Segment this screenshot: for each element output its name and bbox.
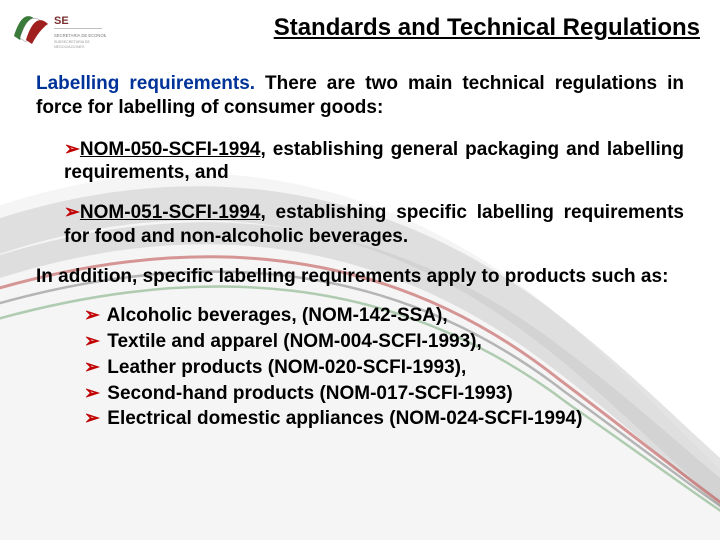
slide-title: Standards and Technical Regulations: [180, 14, 700, 42]
arrow-icon: ➢: [84, 407, 102, 431]
svg-text:SECRETARIA DE ECONOMIA: SECRETARIA DE ECONOMIA: [54, 33, 106, 38]
arrow-icon: ➢: [64, 202, 80, 223]
logo: SE SECRETARIA DE ECONOMIA SUBSECRETARIA …: [10, 6, 106, 52]
list-item: ➢ Leather products (NOM-020-SCFI-1993),: [84, 356, 684, 380]
arrow-icon: ➢: [84, 356, 102, 380]
bullet-code: NOM-050-SCFI-1994: [80, 139, 261, 160]
list-item-text: Leather products (NOM-020-SCFI-1993),: [107, 357, 466, 378]
product-list: ➢ Alcoholic beverages, (NOM-142-SSA), ➢ …: [84, 304, 684, 431]
svg-text:SUBSECRETARIA DE: SUBSECRETARIA DE: [54, 40, 90, 44]
list-item: ➢ Alcoholic beverages, (NOM-142-SSA),: [84, 304, 684, 328]
arrow-icon: ➢: [84, 382, 102, 406]
list-item-text: Alcoholic beverages, (NOM-142-SSA),: [107, 305, 448, 326]
svg-text:NEGOCIACIONES: NEGOCIACIONES: [54, 45, 85, 49]
bullet-code: NOM-051-SCFI-1994: [80, 202, 261, 223]
list-item-text: Electrical domestic appliances (NOM-024-…: [107, 408, 582, 429]
arrow-icon: ➢: [84, 330, 102, 354]
svg-text:SE: SE: [54, 15, 69, 27]
list-item: ➢ Textile and apparel (NOM-004-SCFI-1993…: [84, 330, 684, 354]
content-area: Labelling requirements. There are two ma…: [36, 72, 684, 433]
arrow-icon: ➢: [84, 304, 102, 328]
list-item: ➢ Electrical domestic appliances (NOM-02…: [84, 407, 684, 431]
bullet-nom-051: ➢NOM-051-SCFI-1994, establishing specifi…: [64, 201, 684, 249]
bullet-nom-050: ➢NOM-050-SCFI-1994, establishing general…: [64, 138, 684, 186]
addition-paragraph: In addition, specific labelling requirem…: [36, 265, 684, 289]
intro-paragraph: Labelling requirements. There are two ma…: [36, 72, 684, 120]
arrow-icon: ➢: [64, 139, 80, 160]
list-item-text: Textile and apparel (NOM-004-SCFI-1993),: [107, 331, 481, 352]
intro-label: Labelling requirements.: [36, 73, 255, 94]
list-item: ➢ Second-hand products (NOM-017-SCFI-199…: [84, 382, 684, 406]
list-item-text: Second-hand products (NOM-017-SCFI-1993): [107, 383, 512, 404]
